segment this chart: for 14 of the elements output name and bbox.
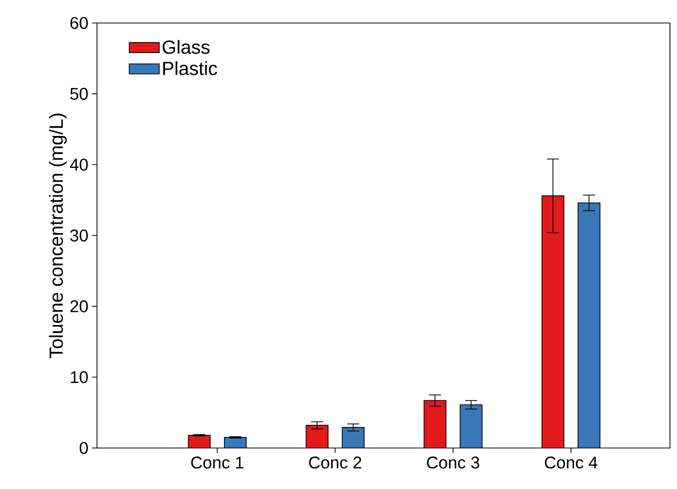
y-tick-label: 60 [70,16,88,30]
y-tick-label: 30 [70,229,88,242]
x-tick-label: Conc 3 [427,456,480,469]
y-tick-label: 10 [70,371,88,384]
y-axis-title: Toluene concentration (mg/L) [48,114,67,358]
y-tick-label: 50 [70,88,88,100]
legend-label: Glass [162,40,210,54]
y-tick-label: 40 [70,158,88,171]
legend-label: Plastic [163,61,218,76]
x-tick-label: Conc 1 [191,456,244,469]
x-tick-label: Conc 4 [544,456,598,469]
x-tick-label: Conc 2 [309,456,362,469]
y-tick-label: 0 [80,442,88,454]
y-tick-label: 20 [70,300,88,312]
